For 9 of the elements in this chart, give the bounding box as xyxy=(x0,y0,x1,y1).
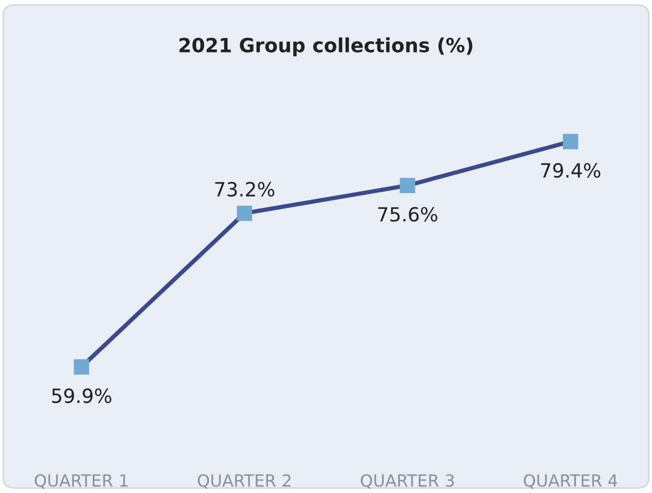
chart-title: 2021 Group collections (%) xyxy=(180,37,472,56)
x-tick-label: QUARTER 2 xyxy=(198,474,290,489)
data-label: 59.9% xyxy=(52,388,112,404)
data-label: 73.2% xyxy=(215,182,274,197)
data-label: 79.4% xyxy=(541,163,600,178)
x-tick-label: QUARTER 4 xyxy=(524,474,618,489)
x-tick-label: QUARTER 1 xyxy=(34,474,128,489)
x-tick-label: QUARTER 3 xyxy=(360,474,454,489)
data-label: 75.6% xyxy=(378,206,438,222)
